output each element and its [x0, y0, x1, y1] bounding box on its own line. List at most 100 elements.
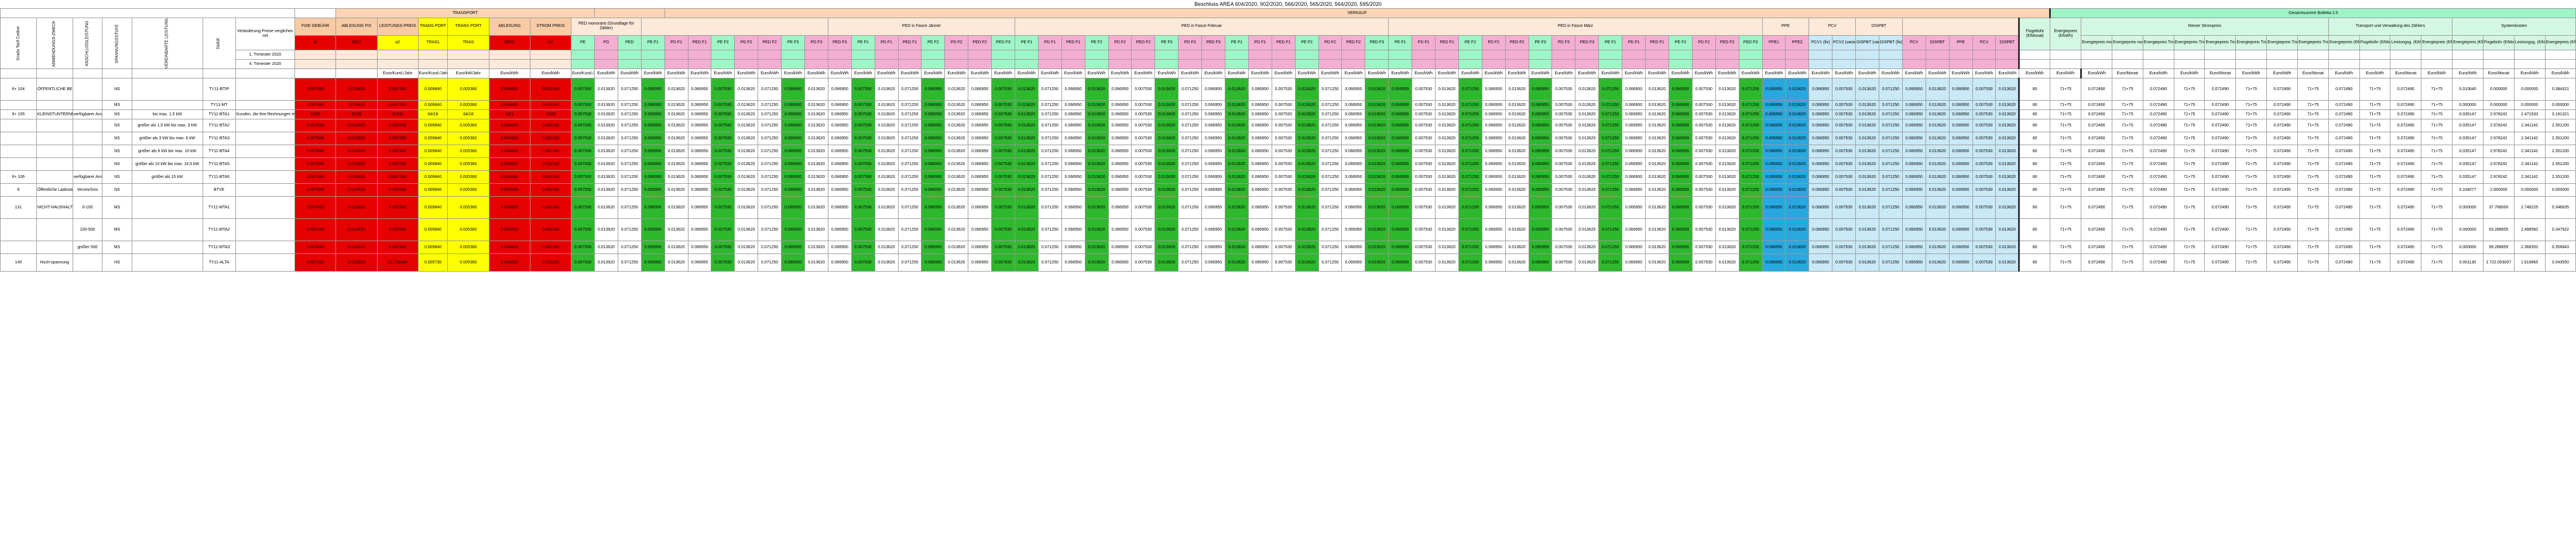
verkauf-value: 0.071250: [1037, 145, 1062, 159]
trim-cell: [447, 59, 489, 70]
verkauf-value: 0.007530: [991, 170, 1015, 184]
verkauf-value: 0.066950: [1528, 157, 1553, 172]
verkauf-value: 0.013620: [1715, 183, 1739, 197]
row-change-note: [235, 132, 296, 146]
transport-value: 0.009840: [417, 145, 448, 159]
transport-value: 0.001140: [529, 218, 572, 242]
verkauf-value: 0.066950: [1622, 109, 1646, 120]
trim-cell: [874, 59, 899, 70]
verkauf-value: 0.066950: [640, 157, 665, 172]
verkauf-value: 0.071250: [1178, 170, 1203, 184]
trim-cell: [1318, 50, 1342, 60]
gesamt-value: 2.978242: [2482, 157, 2515, 172]
verkauf-value: 0.066950: [1388, 100, 1413, 111]
verkauf-col-label: PPE1: [1762, 35, 1786, 51]
unit-cell: Euro/kWh: [1528, 68, 1553, 79]
unit-cell: Euro/kWh: [664, 68, 688, 79]
verkauf-value: 0.013620: [594, 157, 618, 172]
transport-value: 0.007530: [294, 157, 337, 172]
verkauf-value: 0.013620: [1015, 218, 1039, 242]
verkauf-value: 0.013620: [1294, 183, 1319, 197]
verkauf-value: 0.013620: [1925, 241, 1950, 255]
verkauf-value: 0.066950: [687, 196, 712, 220]
verkauf-value: 0.007530: [711, 100, 735, 111]
verkauf-value: 0.013620: [1785, 78, 1810, 101]
verkauf-value: 0.013620: [1294, 119, 1319, 133]
unit-cell: Euro/kWh: [1412, 68, 1436, 79]
verkauf-value: 0.007530: [1131, 109, 1156, 120]
gesamt-value: 0.072490: [2390, 78, 2422, 101]
verkauf-value: 0.013620: [1505, 170, 1529, 184]
row-code: [0, 157, 37, 172]
gs-col-label: Leistungsg. (€/kW/Monat): [2513, 35, 2546, 51]
gesamt-value: 0.072490: [2204, 132, 2236, 146]
gesamt-value: 71+75: [2297, 157, 2329, 172]
verkauf-value: 0.066950: [1108, 78, 1132, 101]
verkauf-value: 0.071250: [1738, 100, 1763, 111]
verkauf-value: 0.007530: [711, 78, 735, 101]
verkauf-value: 0.013620: [1084, 157, 1109, 172]
trim-cell: [2421, 59, 2453, 70]
verkauf-value: 0.066950: [1622, 132, 1646, 146]
gesamt-value: 71+75: [2421, 78, 2453, 101]
gesamt-value: 0.035147: [2452, 132, 2483, 146]
verkauf-value: 0.007530: [1972, 100, 1996, 111]
verkauf-value: 0.007530: [711, 157, 735, 172]
verkauf-value: 0.071250: [1178, 100, 1203, 111]
unit-blank: [335, 68, 378, 79]
verkauf-value: 0.066950: [1108, 253, 1132, 272]
verkauf-value: 0.071250: [1598, 196, 1623, 220]
verkauf-value: 0.007530: [1972, 196, 1996, 220]
transport-value: 0.004820: [488, 100, 530, 111]
gesamt-value: 80: [2018, 132, 2051, 146]
row-code: 6+ 104: [0, 78, 37, 101]
row-contract: [131, 241, 203, 255]
verkauf-value: 0.066950: [687, 218, 712, 242]
verkauf-value: 0.013620: [1855, 100, 1879, 111]
verkauf-value: 0.013620: [804, 218, 828, 242]
gesamt-value: 71+75: [2297, 100, 2329, 111]
row-usage: NICHT-HAUSHALT: [36, 196, 73, 220]
verkauf-value: 0.066950: [921, 100, 946, 111]
verkauf-value: 0.066950: [1762, 109, 1786, 120]
transport-value: 0.007410: [294, 241, 337, 255]
unit-cell: Euro/kWh: [1365, 68, 1389, 79]
verkauf-value: 0.013620: [1365, 218, 1389, 242]
verkauf-value: 0.013620: [594, 119, 618, 133]
verkauf-value: 0.013620: [1155, 241, 1179, 255]
transport-value: 0.004820: [488, 170, 530, 184]
trim-cell: [1388, 50, 1413, 60]
transport-value: 0.005360: [447, 183, 489, 197]
gesamt-value: 71+75: [2111, 253, 2143, 272]
verkauf-value: 0.071250: [617, 170, 642, 184]
verkauf-value: 0.007530: [711, 132, 735, 146]
trim-cell: [1435, 59, 1459, 70]
verkauf-value: 0.071250: [1037, 132, 1062, 146]
transport-symbol: MIS3: [488, 35, 530, 51]
verkauf-value: 0.071250: [898, 132, 922, 146]
verkauf-value: 0.066950: [1808, 78, 1833, 101]
verkauf-value: 0.007530: [1412, 241, 1436, 255]
verkauf-value: 0.013620: [944, 100, 969, 111]
unit-cell: Euro/kWh: [1622, 68, 1646, 79]
verkauf-value: 0.066950: [1902, 157, 1926, 172]
gs-fixgebuehr-header: Fixgebühr (€/Monat): [2018, 17, 2051, 51]
gesamt-value: 71+75: [2297, 241, 2329, 255]
transport-value: 64/1: [488, 109, 530, 120]
verkauf-value: 0.007530: [851, 109, 875, 120]
verkauf-col-label: PE F2: [921, 35, 946, 51]
gesamt-value: 0.072490: [2142, 145, 2174, 159]
gesamt-value: 71+75: [2173, 100, 2205, 111]
trimester1-label: 1. Trimester 2020: [235, 50, 296, 60]
unit-cell: Euro/kWh: [617, 68, 642, 79]
gesamt-value: 71+75: [2111, 183, 2143, 197]
verkauf-value: 0.013620: [1855, 132, 1879, 146]
trim-cell: [335, 50, 378, 60]
verkauf-value: 0.066950: [687, 109, 712, 120]
verkauf-col-label: PE F3: [1528, 35, 1553, 51]
verkauf-value: 0.066950: [1948, 119, 1973, 133]
row-usage: [36, 241, 73, 255]
verkauf-value: 0.007530: [1131, 145, 1156, 159]
trim-cell: [1458, 59, 1482, 70]
verkauf-value: 0.013620: [1084, 170, 1109, 184]
